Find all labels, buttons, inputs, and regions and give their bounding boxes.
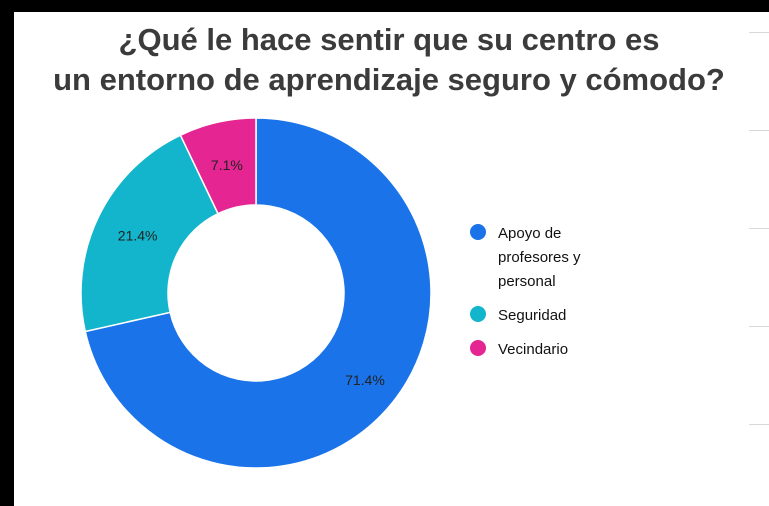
slice-seguridad xyxy=(80,134,219,333)
border-top xyxy=(0,0,769,12)
chart-title-line-1: ¿Qué le hace sentir que su centro es xyxy=(118,22,660,57)
chart-title: ¿Qué le hace sentir que su centro es un … xyxy=(16,20,762,100)
legend-label-seguridad: Seguridad xyxy=(498,307,567,324)
legend-swatch-apoyo xyxy=(470,224,486,240)
legend-item-vecindario: Vecindario xyxy=(470,338,640,362)
right-panel-lines xyxy=(749,12,769,506)
slice-vecindario xyxy=(179,117,257,215)
border-left xyxy=(0,0,14,506)
data-label-seguridad: 21.4% xyxy=(118,228,158,244)
legend-swatch-seguridad xyxy=(470,306,486,322)
legend-label-apoyo: Apoyo de profesores y personal xyxy=(498,225,581,290)
slice-apoyo xyxy=(84,117,432,469)
legend-item-apoyo: Apoyo de profesores y personal xyxy=(470,222,640,294)
chart-title-line-2: un entorno de aprendizaje seguro y cómod… xyxy=(53,62,725,97)
data-label-apoyo: 71.4% xyxy=(345,372,385,388)
legend-label-vecindario: Vecindario xyxy=(498,341,569,358)
legend-swatch-vecindario xyxy=(470,340,486,356)
data-label-vecindario: 7.1% xyxy=(211,157,243,173)
legend-item-seguridad: Seguridad xyxy=(470,304,640,328)
legend: Apoyo de profesores y personal Seguridad… xyxy=(470,222,640,372)
